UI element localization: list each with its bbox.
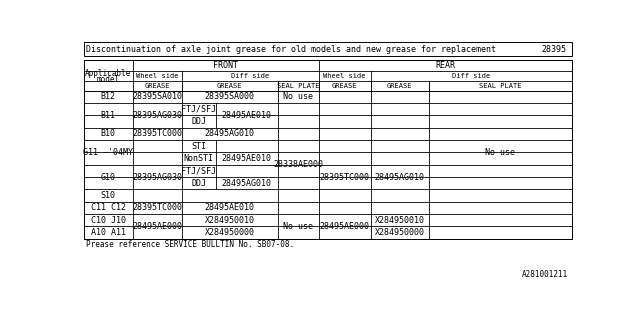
Text: S10: S10 xyxy=(100,191,116,200)
Text: model: model xyxy=(97,75,120,84)
Text: 28495AE000: 28495AE000 xyxy=(132,222,182,231)
Text: 28495AE000: 28495AE000 xyxy=(319,222,370,231)
Text: 28495AG010: 28495AG010 xyxy=(374,172,425,181)
Text: GREASE: GREASE xyxy=(387,83,412,89)
Bar xyxy=(84,60,572,239)
Text: Wheel side: Wheel side xyxy=(323,73,366,79)
Text: G11 -'04MY: G11 -'04MY xyxy=(83,148,133,157)
Text: 28395TC000: 28395TC000 xyxy=(132,203,182,212)
Text: SEAL PLATE: SEAL PLATE xyxy=(277,83,319,89)
Text: C10 J10: C10 J10 xyxy=(91,216,126,225)
Text: SEAL PLATE: SEAL PLATE xyxy=(479,83,522,89)
Text: FTJ/SFJ: FTJ/SFJ xyxy=(181,105,216,114)
Text: X284950000: X284950000 xyxy=(374,228,425,237)
Text: Discontinuation of axle joint grease for old models and new grease for replaceme: Discontinuation of axle joint grease for… xyxy=(86,45,496,54)
Text: A281001211: A281001211 xyxy=(522,270,568,279)
Text: X284950010: X284950010 xyxy=(205,216,255,225)
Text: 28338AE000: 28338AE000 xyxy=(273,160,323,169)
Text: Applicable: Applicable xyxy=(85,68,131,77)
Text: 28395AG030: 28395AG030 xyxy=(132,172,182,181)
Text: REAR: REAR xyxy=(435,61,456,70)
Text: GREASE: GREASE xyxy=(217,83,243,89)
Text: X284950000: X284950000 xyxy=(205,228,255,237)
Text: 28395SA000: 28395SA000 xyxy=(205,92,255,101)
Text: 28495AG010: 28495AG010 xyxy=(221,179,271,188)
Text: 28495AE010: 28495AE010 xyxy=(221,154,271,163)
Text: X284950010: X284950010 xyxy=(374,216,425,225)
Text: Prease reference SERVICE BULLTIN No. SB07-08.: Prease reference SERVICE BULLTIN No. SB0… xyxy=(86,240,294,249)
Text: C11 C12: C11 C12 xyxy=(91,203,126,212)
Text: 28395: 28395 xyxy=(541,45,566,54)
Text: 28495AE010: 28495AE010 xyxy=(221,111,271,120)
Text: Diff side: Diff side xyxy=(452,73,490,79)
Text: STI: STI xyxy=(191,142,206,151)
Text: No use: No use xyxy=(283,92,313,101)
Text: 28395SA010: 28395SA010 xyxy=(132,92,182,101)
Text: GREASE: GREASE xyxy=(145,83,170,89)
Text: A10 A11: A10 A11 xyxy=(91,228,126,237)
Text: 28395TC000: 28395TC000 xyxy=(319,172,370,181)
Text: FTJ/SFJ: FTJ/SFJ xyxy=(181,166,216,175)
Text: Diff side: Diff side xyxy=(231,73,269,79)
Text: DDJ: DDJ xyxy=(191,117,206,126)
Text: FRONT: FRONT xyxy=(213,61,238,70)
Text: 28495AG010: 28495AG010 xyxy=(205,129,255,138)
Text: No use: No use xyxy=(485,148,515,157)
Text: No use: No use xyxy=(283,222,313,231)
Text: 28495AE010: 28495AE010 xyxy=(205,203,255,212)
Text: G10: G10 xyxy=(100,172,116,181)
Text: NonSTI: NonSTI xyxy=(184,154,214,163)
Text: GREASE: GREASE xyxy=(332,83,357,89)
Text: 28395TC000: 28395TC000 xyxy=(132,129,182,138)
Text: Wheel side: Wheel side xyxy=(136,73,179,79)
Text: B10: B10 xyxy=(100,129,116,138)
Text: 28395AG030: 28395AG030 xyxy=(132,111,182,120)
Text: B11: B11 xyxy=(100,111,116,120)
Bar xyxy=(84,42,572,56)
Text: DDJ: DDJ xyxy=(191,179,206,188)
Text: B12: B12 xyxy=(100,92,116,101)
